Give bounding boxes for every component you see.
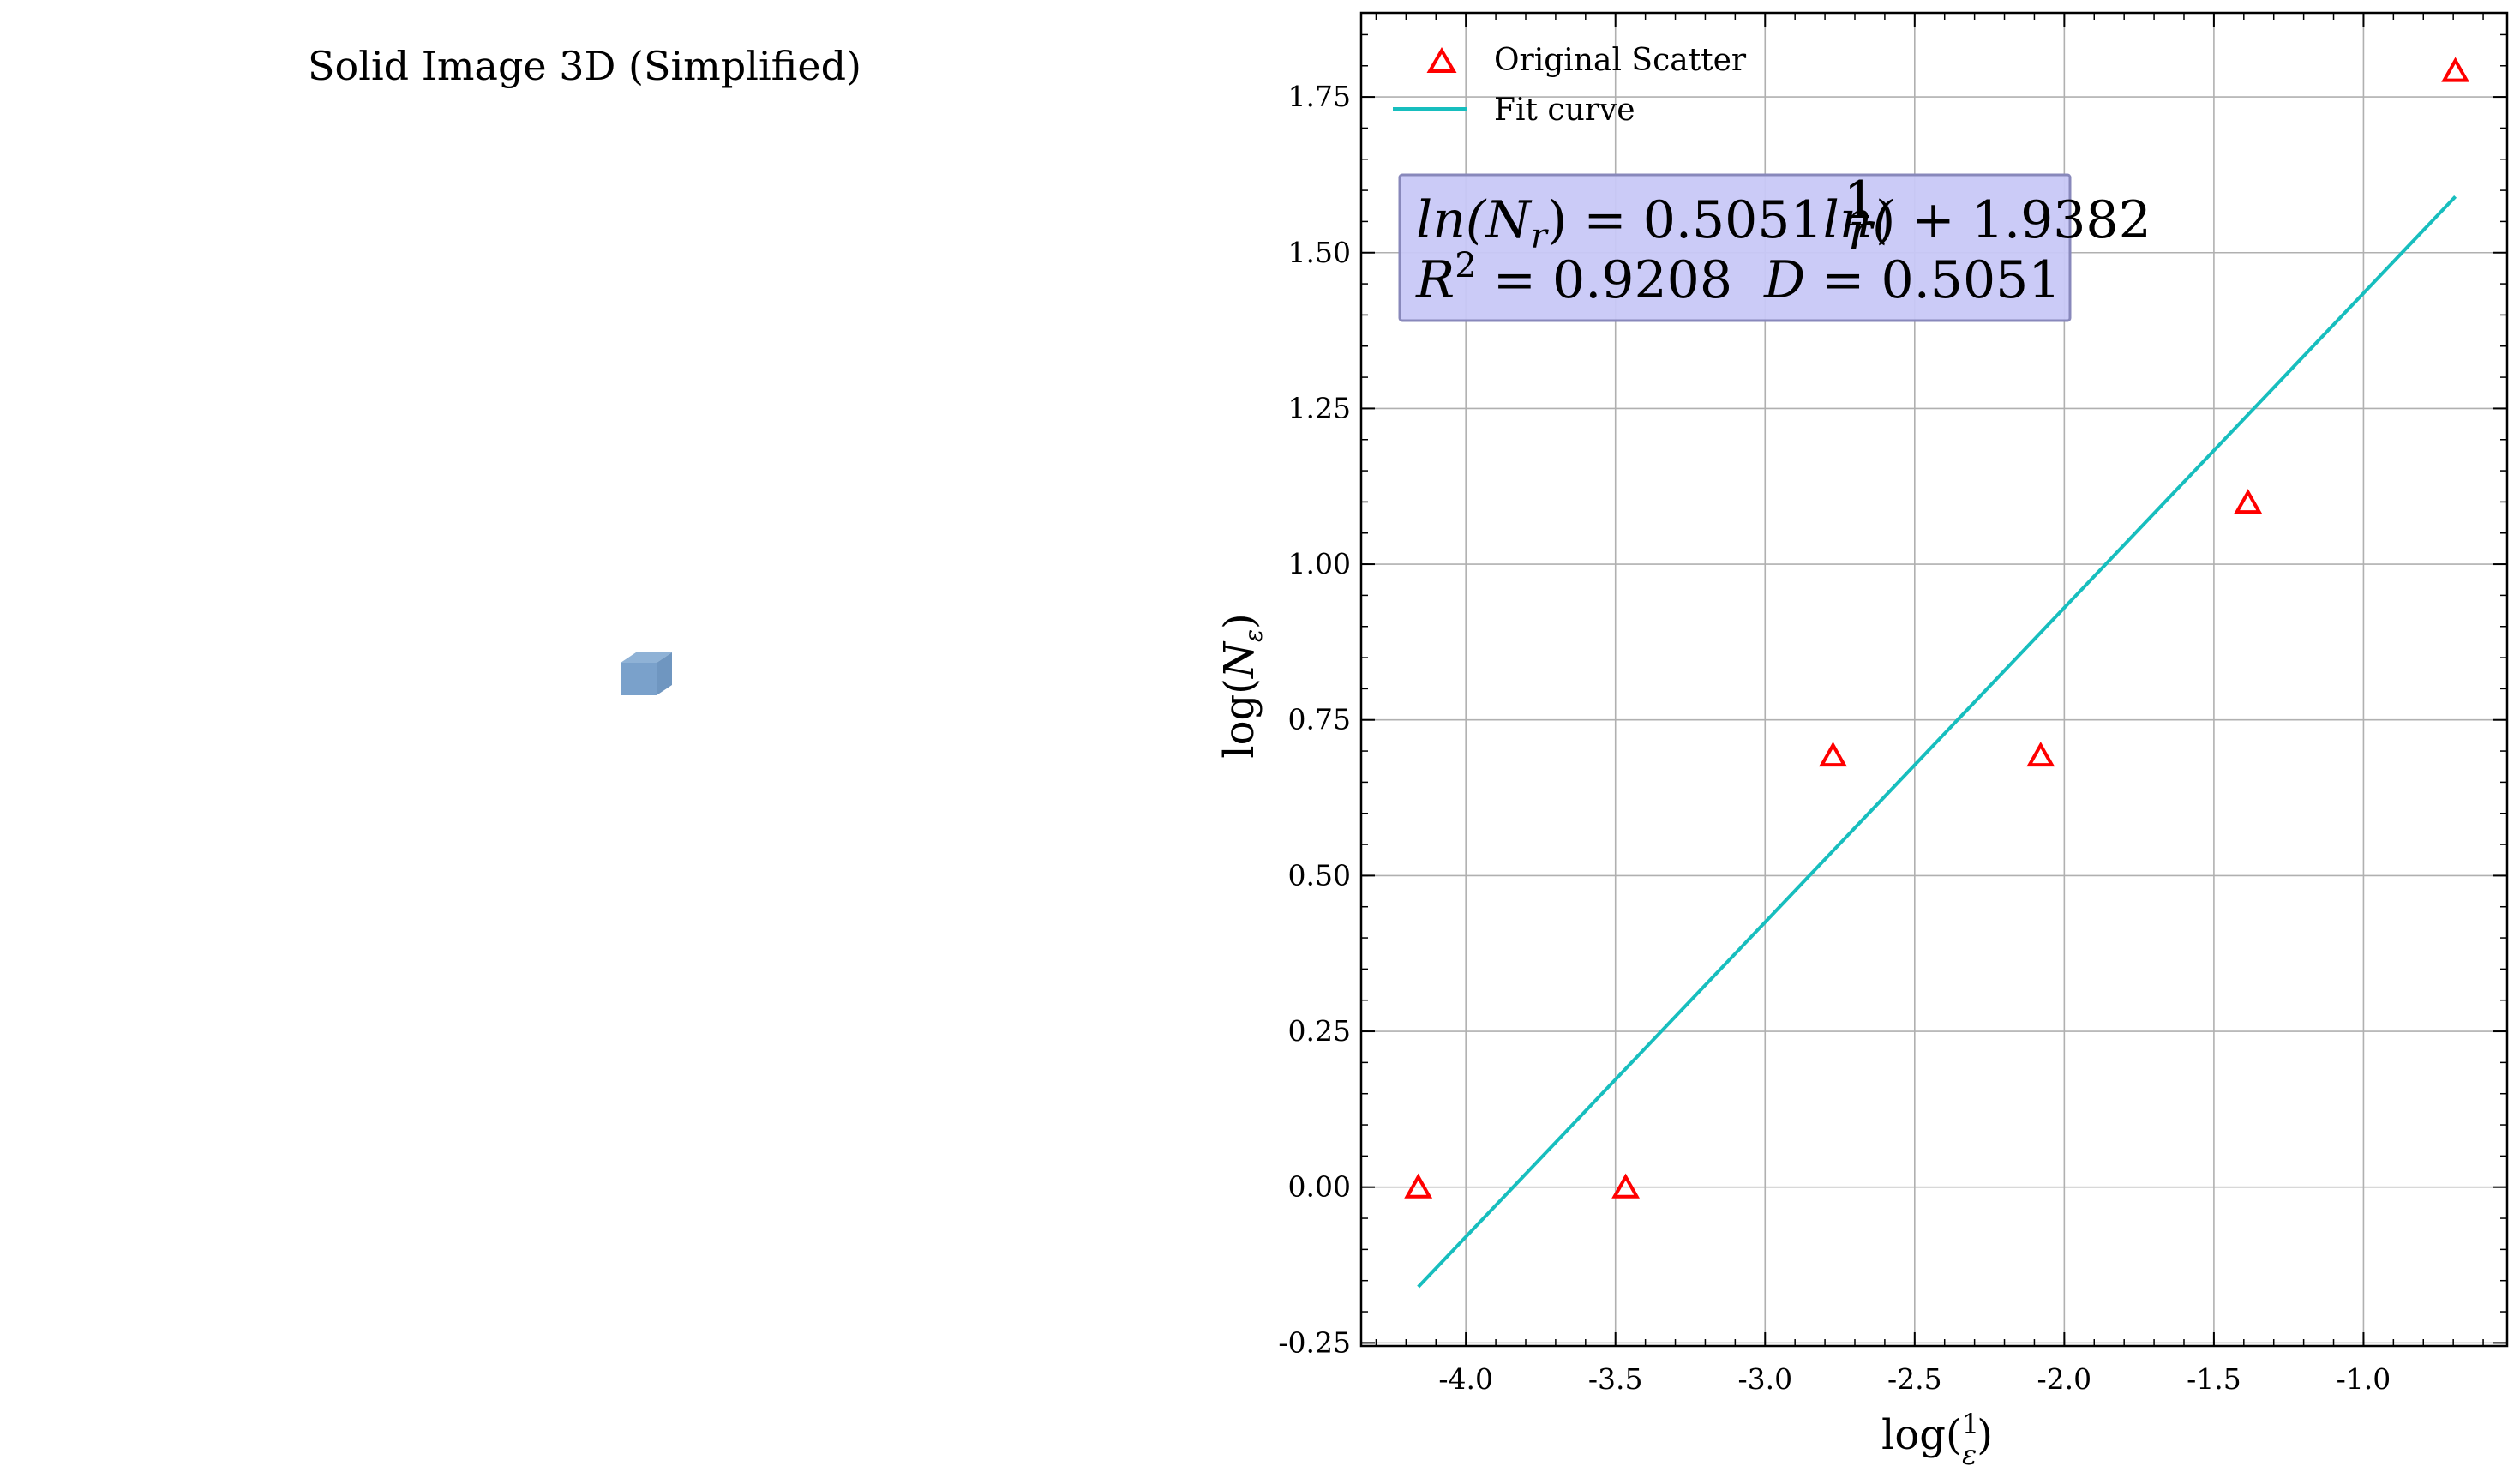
legend-label-scatter: Original Scatter <box>1494 43 1747 78</box>
x-tick-label: -1.0 <box>2337 1362 2391 1396</box>
y-tick-labels: -0.25 0.00 0.25 0.50 0.75 1.00 1.25 1.50 1.75 <box>1278 80 1351 1359</box>
x-tick-label: -2.5 <box>1887 1362 1942 1396</box>
equation-line-1: ln(Nr) = 0.5051ln( <box>1416 190 1893 256</box>
cube-side-face <box>657 652 672 695</box>
legend: Original Scatter Fit curve <box>1393 43 1747 128</box>
y-axis-label: log(Nε) <box>1215 613 1268 758</box>
major-ticks <box>1361 13 2507 1346</box>
y-tick-label: 1.50 <box>1288 236 1351 269</box>
cube-top-face <box>621 652 672 663</box>
y-tick-label: 0.25 <box>1288 1014 1351 1048</box>
scatter-point-2 <box>1819 742 1847 767</box>
equation-line-1-tail: ) + 1.9382 <box>1875 190 2151 250</box>
x-axis-label: log(1 ε) <box>1881 1408 1993 1471</box>
y-tick-label: 0.50 <box>1288 858 1351 892</box>
x-tick-label: -1.5 <box>2187 1362 2241 1396</box>
equation-annotation: ln(Nr) = 0.5051ln( 1 r ) + 1.9382 R2 = 0… <box>1398 171 2151 322</box>
cube-front-face <box>621 663 657 695</box>
equation-line-2-d: D = 0.5051 <box>1763 250 2061 310</box>
equation-fraction-numerator: 1 <box>1844 171 1876 231</box>
scatter-point-3 <box>2026 742 2055 767</box>
y-tick-label: 1.25 <box>1288 391 1351 424</box>
scatter-point-4 <box>2234 489 2263 514</box>
legend-marker-scatter <box>1426 47 1457 73</box>
y-tick-label: 0.00 <box>1288 1170 1351 1204</box>
y-tick-label: 0.75 <box>1288 703 1351 736</box>
y-tick-label: 1.00 <box>1288 547 1351 580</box>
y-tick-label: -0.25 <box>1278 1325 1351 1359</box>
plot-frame <box>1359 11 2509 1348</box>
scatter-point-1 <box>1611 1173 1641 1199</box>
legend-label-fit: Fit curve <box>1494 93 1635 128</box>
equation-line-2-r: R2 = 0.9208 <box>1415 246 1732 310</box>
x-tick-label: -3.5 <box>1588 1362 1643 1396</box>
x-tick-labels: -4.0 -3.5 -3.0 -2.5 -2.0 -1.5 -1.0 <box>1438 1362 2391 1396</box>
solid-cube-icon <box>621 652 672 695</box>
fit-curve-line <box>1417 195 2457 1289</box>
scatter-point-0 <box>1404 1173 1433 1199</box>
annotation-box <box>1398 173 2072 322</box>
series-layer <box>1404 57 2470 1289</box>
equation-fraction-denominator: r <box>1848 201 1875 261</box>
left-panel-title: Solid Image 3D (Simplified) <box>308 43 861 89</box>
y-tick-label: 1.75 <box>1288 80 1351 113</box>
x-tick-label: -4.0 <box>1438 1362 1493 1396</box>
x-tick-label: -2.0 <box>2037 1362 2092 1396</box>
scatter-point-5 <box>2441 57 2470 82</box>
x-tick-label: -3.0 <box>1737 1362 1792 1396</box>
